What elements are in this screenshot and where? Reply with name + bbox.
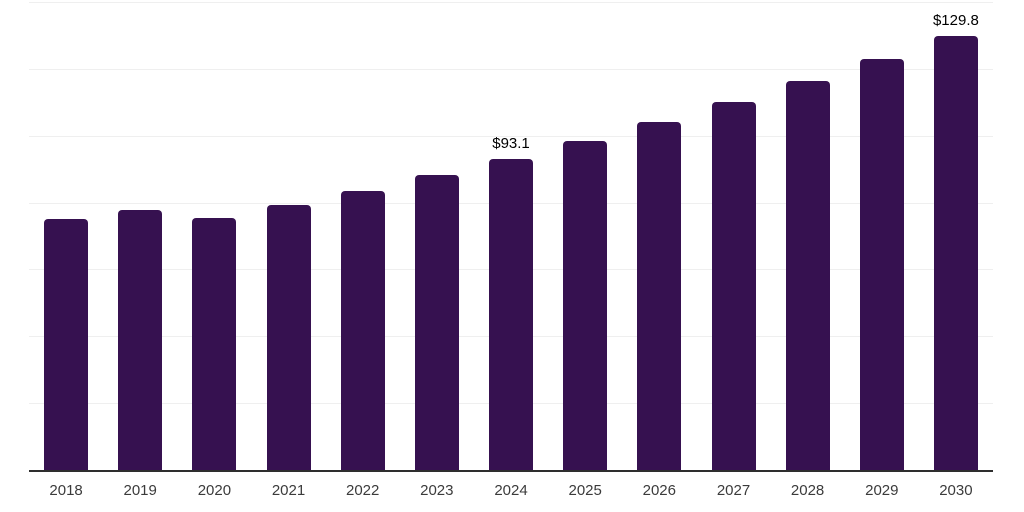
x-tick-2020: 2020 xyxy=(197,482,232,499)
x-tick-2028: 2028 xyxy=(790,482,825,499)
x-tick-2027: 2027 xyxy=(716,482,751,499)
plot-area: $93.1 $129.8 xyxy=(29,2,993,470)
x-tick-2022: 2022 xyxy=(346,482,380,499)
bar-2026 xyxy=(637,122,682,470)
x-tick-2024: 2024 xyxy=(494,482,528,499)
x-tick-2023: 2023 xyxy=(420,482,454,499)
bar-2018 xyxy=(44,218,89,470)
x-tick-2025: 2025 xyxy=(568,482,602,499)
gridline xyxy=(29,2,993,3)
bar-2019 xyxy=(118,209,163,470)
bar-2022 xyxy=(340,190,385,470)
bar-2025 xyxy=(563,141,608,470)
bar-2027 xyxy=(711,102,756,470)
bar-2030 xyxy=(933,36,978,470)
gridline xyxy=(29,135,993,137)
bar-2024 xyxy=(489,158,533,470)
x-tick-2030: 2030 xyxy=(939,482,973,499)
bar-2021 xyxy=(266,204,311,470)
x-tick-2021: 2021 xyxy=(271,482,306,499)
x-axis-line xyxy=(29,470,993,472)
bar-2020 xyxy=(192,217,237,470)
bar-2029 xyxy=(859,59,904,470)
bar-2023 xyxy=(414,175,459,470)
gridline xyxy=(29,68,993,70)
x-tick-2018: 2018 xyxy=(49,482,83,499)
x-tick-2026: 2026 xyxy=(642,482,676,499)
x-tick-2019: 2019 xyxy=(123,482,157,499)
bar-value-label-2030: $129.8 xyxy=(932,12,979,30)
bar-2028 xyxy=(785,81,830,470)
bar-value-label-2024: $93.1 xyxy=(492,134,530,152)
x-tick-2029: 2029 xyxy=(865,482,899,499)
